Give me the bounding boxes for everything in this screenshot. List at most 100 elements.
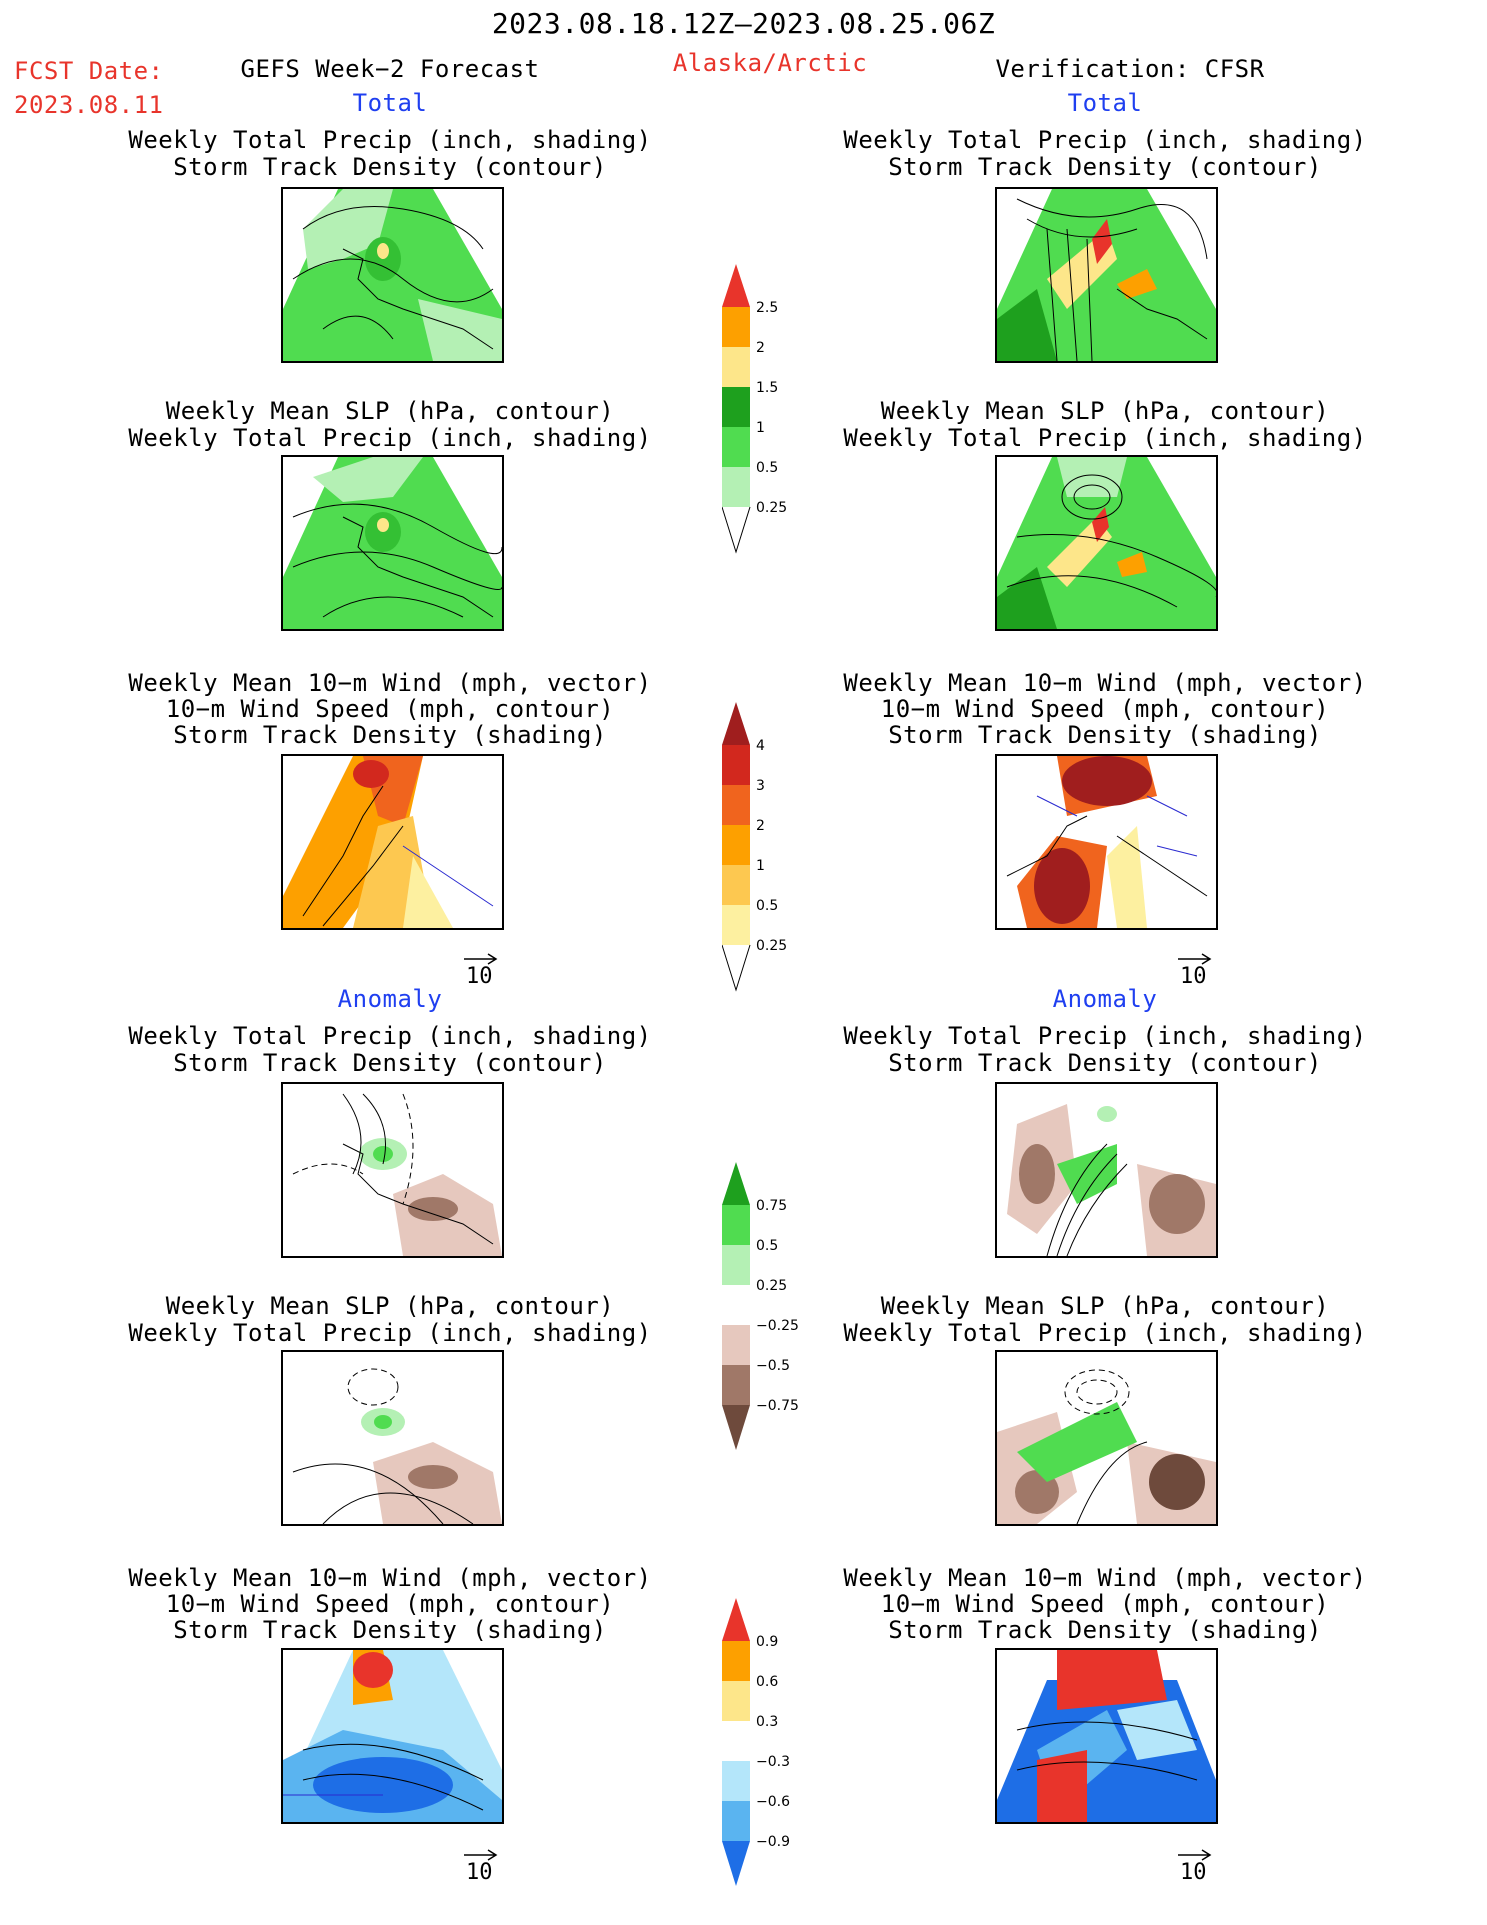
map-anomaly-wind-track-cfsr [995,1648,1218,1824]
title-l1-b: Storm Track Density (contour) [173,153,607,181]
cbar4-seg-2 [722,1681,750,1721]
map-anomaly-wind-track-gefs [281,1648,504,1824]
cbar3-top-triangle [722,1162,750,1205]
map-anomaly-precip-track-gefs [281,1082,504,1258]
map-total-slp-precip-gefs [281,455,504,631]
title-r6-a: Weekly Mean 10−m Wind (mph, vector) [843,1564,1367,1592]
title-r6-c: Storm Track Density (shading) [888,1616,1322,1644]
cbar4-seg-4 [722,1761,750,1801]
title-l1-a: Weekly Total Precip (inch, shading) [128,126,652,154]
map-anomaly-slp-precip-cfsr [995,1350,1218,1526]
section-total-left: Total [352,89,428,117]
title-l3-b: 10−m Wind Speed (mph, contour) [165,695,615,723]
cbar3-seg-2 [722,1245,750,1285]
cbar4-tick-5: −0.6 [756,1794,790,1810]
cbar1-seg-5 [722,467,750,507]
cbar3-tick-6: −0.75 [756,1398,799,1414]
cbar2-tick-3: 2 [756,818,765,834]
cbar3-tick-1: 0.75 [756,1198,787,1214]
cbar1-seg-2 [722,347,750,387]
title-r6-b: 10−m Wind Speed (mph, contour) [880,1590,1330,1618]
section-anomaly-left: Anomaly [337,985,443,1013]
cbar3-seg-5 [722,1365,750,1405]
colorbar-track-total: 4 3 2 1 0.5 0.25 [721,700,812,1000]
cbar4-bottom-triangle [722,1841,750,1886]
cbar3-tick-5: −0.5 [756,1358,790,1374]
map-total-slp-precip-cfsr [995,455,1218,631]
title-l5-b: Weekly Total Precip (inch, shading) [128,1319,652,1347]
title-l6-a: Weekly Mean 10−m Wind (mph, vector) [128,1564,652,1592]
cbar1-tick-5: 0.5 [756,460,778,476]
cbar2-seg-3 [722,825,750,865]
cbar4-seg-1 [722,1641,750,1681]
title-l3-a: Weekly Mean 10−m Wind (mph, vector) [128,669,652,697]
vector-ref-l6-label: 10 [466,1860,493,1885]
map-total-wind-track-cfsr [995,754,1218,930]
title-r2-b: Weekly Total Precip (inch, shading) [843,424,1367,452]
cbar1-tick-2: 2 [756,340,765,356]
title-l2-b: Weekly Total Precip (inch, shading) [128,424,652,452]
title-l2-a: Weekly Mean SLP (hPa, contour) [165,397,615,425]
title-r4-b: Storm Track Density (contour) [888,1049,1322,1077]
vector-ref-l3: 10 [462,952,502,989]
cbar3-seg-4 [722,1325,750,1365]
cbar1-tick-1: 2.5 [756,300,778,316]
cbar2-seg-2 [722,785,750,825]
section-total-right: Total [1067,89,1143,117]
cbar4-top-triangle [722,1598,750,1641]
cbar4-tick-1: 0.9 [756,1634,778,1650]
cbar2-top-triangle [722,702,750,745]
cbar1-seg-1 [722,307,750,347]
cbar3-seg-3 [722,1285,750,1325]
cbar3-tick-3: 0.25 [756,1278,787,1294]
vector-ref-r3-label: 10 [1180,964,1207,989]
section-anomaly-right: Anomaly [1052,985,1158,1013]
title-r5-a: Weekly Mean SLP (hPa, contour) [880,1292,1330,1320]
verification-title: Verification: CFSR [995,55,1265,83]
title-l6-b: 10−m Wind Speed (mph, contour) [165,1590,615,1618]
cbar4-tick-4: −0.3 [756,1754,790,1770]
cbar3-tick-2: 0.5 [756,1238,778,1254]
title-r1-b: Storm Track Density (contour) [888,153,1322,181]
title-l5-a: Weekly Mean SLP (hPa, contour) [165,1292,615,1320]
cbar1-top-triangle [722,264,750,307]
map-total-precip-track-cfsr [995,187,1218,363]
cbar4-tick-2: 0.6 [756,1674,778,1690]
title-r3-b: 10−m Wind Speed (mph, contour) [880,695,1330,723]
title-l4-b: Storm Track Density (contour) [173,1049,607,1077]
cbar4-tick-6: −0.9 [756,1834,790,1850]
colorbar-track-anomaly: 0.9 0.6 0.3 −0.3 −0.6 −0.9 [722,1596,822,1896]
cbar1-tick-6: 0.25 [756,500,787,516]
title-l4-a: Weekly Total Precip (inch, shading) [128,1022,652,1050]
map-anomaly-slp-precip-gefs [281,1350,504,1526]
vector-ref-r6: 10 [1176,1848,1216,1885]
vector-ref-r6-label: 10 [1180,1860,1207,1885]
title-r3-a: Weekly Mean 10−m Wind (mph, vector) [843,669,1367,697]
cbar1-tick-4: 1 [756,420,765,436]
cbar3-tick-4: −0.25 [756,1318,799,1334]
period-title: 2023.08.18.12Z–2023.08.25.06Z [491,7,996,40]
cbar1-seg-4 [722,427,750,467]
map-total-wind-track-gefs [281,754,504,930]
model-title: GEFS Week−2 Forecast [240,55,540,83]
cbar2-tick-6: 0.25 [756,938,787,954]
cbar1-seg-3 [722,387,750,427]
title-r1-a: Weekly Total Precip (inch, shading) [843,126,1367,154]
cbar1-tick-3: 1.5 [756,380,778,396]
fcst-date: 2023.08.11 [14,91,164,119]
colorbar-precip-anomaly: 0.75 0.5 0.25 −0.25 −0.5 −0.75 [722,1160,822,1460]
vector-ref-l6: 10 [462,1848,502,1885]
title-r4-a: Weekly Total Precip (inch, shading) [843,1022,1367,1050]
cbar3-seg-1 [722,1205,750,1245]
colorbar-precip-total: 2.5 2 1.5 1 0.5 0.25 [721,262,812,562]
map-anomaly-precip-track-cfsr [995,1082,1218,1258]
cbar2-tick-2: 3 [756,778,765,794]
title-l6-c: Storm Track Density (shading) [173,1616,607,1644]
title-l3-c: Storm Track Density (shading) [173,721,607,749]
cbar2-seg-5 [722,905,750,945]
region-title: Alaska/Arctic [672,49,868,77]
cbar2-tick-4: 1 [756,858,765,874]
title-r3-c: Storm Track Density (shading) [888,721,1322,749]
title-r5-b: Weekly Total Precip (inch, shading) [843,1319,1367,1347]
cbar4-seg-3 [722,1721,750,1761]
